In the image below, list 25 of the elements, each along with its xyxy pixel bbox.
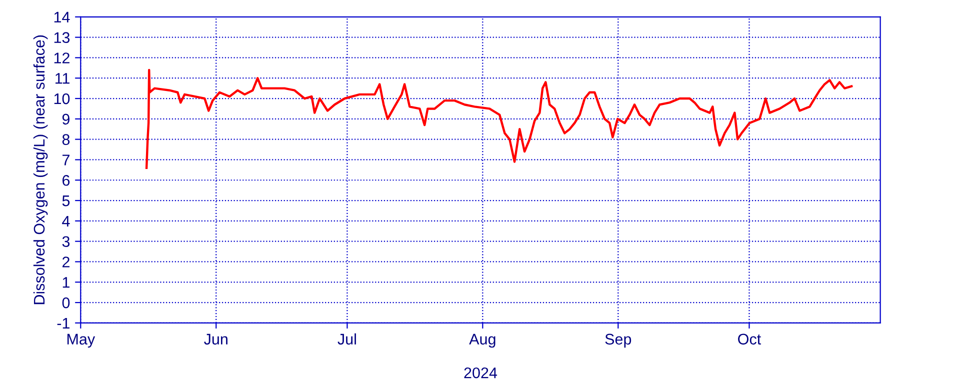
y-tick-label: 1	[62, 277, 70, 288]
y-tick-label: 12	[54, 52, 70, 64]
y-tick-label: 4	[62, 216, 70, 226]
y-tick-label: 7	[62, 154, 70, 166]
x-tick-label: Jun	[204, 334, 228, 345]
y-tick-label: 5	[62, 196, 70, 206]
y-tick-label: 13	[54, 32, 70, 43]
y-tick-label: 8	[62, 134, 70, 145]
y-tick-label: 6	[62, 174, 70, 186]
y-tick-label: 9	[62, 114, 70, 125]
y-tick-label: 10	[54, 93, 70, 104]
y-tick-label: 11	[56, 73, 70, 84]
x-tick-label: Sep	[605, 334, 632, 348]
y-tick-label: 0	[62, 297, 70, 308]
y-tick-label: 2	[62, 256, 70, 268]
x-tick-label: Aug	[469, 334, 496, 348]
x-tick-label: May	[67, 334, 96, 348]
x-axis-title: 2024	[464, 367, 498, 378]
line-series	[145, 68, 853, 169]
y-tick-label: 3	[62, 236, 70, 248]
x-tick-label: Jul	[338, 333, 356, 345]
y-tick-label: 14	[54, 12, 70, 22]
y-axis-title: Dissolved Oxygen (mg/L) (near surface)	[33, 35, 48, 304]
y-tick-label: -1	[57, 318, 70, 328]
x-tick-label: Oct	[738, 334, 761, 345]
